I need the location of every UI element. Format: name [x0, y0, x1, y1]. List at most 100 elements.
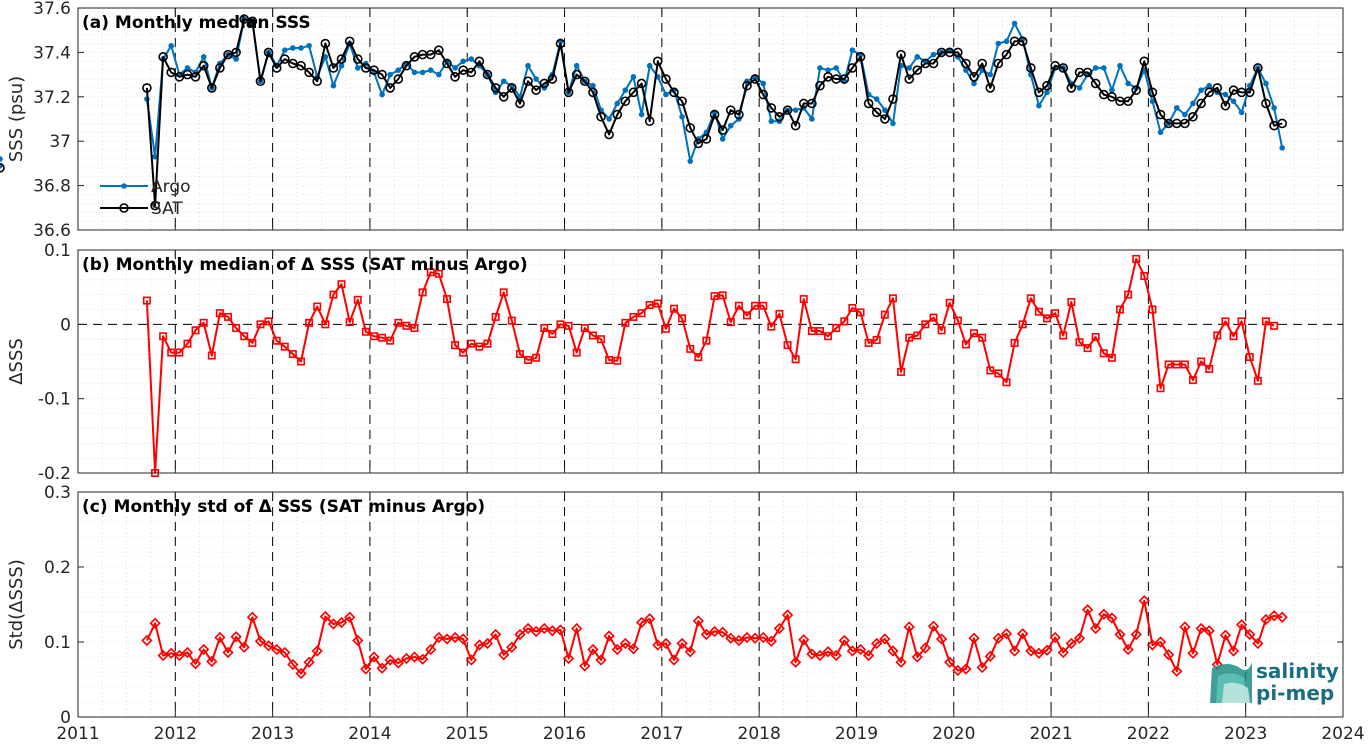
data-point [419, 69, 426, 76]
data-point [206, 83, 217, 93]
data-point [774, 111, 785, 122]
data-point [1155, 109, 1166, 120]
data-point [638, 111, 645, 118]
data-point [142, 296, 151, 305]
data-point [1245, 353, 1254, 362]
data-point [588, 331, 597, 340]
data-point [370, 332, 379, 341]
data-point [759, 301, 768, 310]
data-point [460, 58, 466, 65]
data-point [791, 355, 800, 364]
data-point [963, 67, 969, 73]
data-point [1146, 639, 1159, 651]
data-point [855, 52, 866, 62]
x-tick-label: 2024 [1321, 724, 1364, 744]
data-point [1139, 56, 1150, 67]
y-tick-label: 36.8 [33, 177, 71, 197]
data-point [888, 294, 897, 303]
data-point [1149, 98, 1156, 105]
data-point [1017, 36, 1028, 47]
data-point [1049, 631, 1061, 644]
data-point [660, 637, 672, 650]
data-point [272, 336, 281, 345]
y-axis-label: Std(ΔSSS) [6, 559, 27, 650]
data-point [832, 324, 841, 333]
data-point [452, 65, 458, 71]
data-point [563, 87, 574, 98]
data-point [263, 47, 274, 58]
data-point [927, 620, 940, 632]
data-point [215, 309, 224, 318]
data-point [1092, 65, 1099, 71]
data-point [321, 320, 330, 329]
legend-label-sat: SAT [151, 199, 183, 219]
data-point [693, 138, 704, 149]
data-point [1279, 145, 1285, 151]
data-point [725, 632, 737, 644]
data-point [1001, 49, 1012, 60]
data-point [749, 632, 761, 644]
data-point [540, 324, 549, 333]
data-point [1124, 290, 1133, 299]
data-point [905, 333, 914, 342]
data-point [985, 83, 996, 93]
data-point [1132, 254, 1141, 263]
data-point [890, 120, 896, 127]
data-point [142, 83, 152, 93]
y-tick-label: -0.1 [38, 390, 71, 410]
data-point [888, 94, 898, 104]
data-point [141, 634, 153, 647]
data-point [1059, 331, 1068, 340]
data-point [806, 648, 818, 660]
data-point [766, 103, 777, 113]
data-point [798, 634, 810, 646]
data-point [434, 269, 443, 278]
data-point [262, 640, 275, 652]
data-point [1261, 317, 1270, 326]
data-point [328, 63, 339, 73]
data-point [571, 622, 583, 635]
data-point [319, 610, 331, 623]
data-point [652, 56, 663, 67]
x-tick-label: 2013 [251, 724, 294, 744]
data-point [751, 301, 760, 310]
data-point [863, 98, 874, 109]
data-point [807, 98, 817, 109]
data-point [758, 89, 769, 100]
data-point [523, 76, 533, 87]
data-point [475, 342, 484, 351]
data-point [152, 153, 158, 160]
data-point [622, 87, 629, 93]
data-point [1122, 643, 1134, 656]
data-point [587, 643, 599, 656]
data-point [482, 69, 493, 80]
data-point [408, 651, 421, 663]
data-point [871, 107, 882, 118]
data-point [929, 313, 938, 322]
data-point [368, 651, 380, 663]
data-point [410, 324, 419, 333]
data-point [1237, 317, 1246, 326]
data-point [1261, 98, 1271, 109]
data-point [246, 611, 259, 623]
data-point [255, 76, 266, 87]
data-point [911, 651, 923, 663]
x-tick-label: 2014 [348, 724, 391, 744]
data-point [305, 318, 314, 327]
data-point [644, 116, 655, 127]
data-point [1025, 645, 1037, 657]
data-point [411, 69, 418, 76]
data-point [1171, 665, 1183, 677]
data-point [288, 350, 297, 359]
data-point [768, 118, 775, 125]
data-point [525, 62, 531, 69]
data-point [727, 122, 734, 129]
data-point [1123, 96, 1133, 107]
data-point [279, 646, 291, 659]
data-point [474, 56, 485, 67]
data-point [490, 628, 502, 641]
data-point [467, 339, 476, 348]
data-point [734, 301, 743, 310]
data-point [238, 641, 250, 653]
data-point [1253, 63, 1263, 73]
